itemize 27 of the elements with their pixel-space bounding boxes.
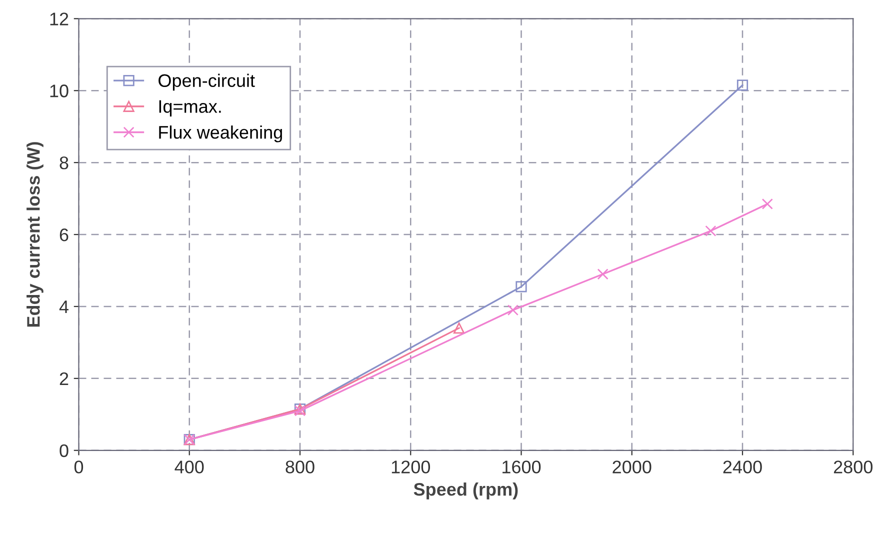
x-tick-label: 1600 bbox=[502, 460, 541, 474]
x-tick-label: 0 bbox=[74, 460, 84, 474]
y-tick-label: 4 bbox=[59, 300, 68, 314]
y-tick-label: 0 bbox=[60, 444, 68, 458]
point bbox=[597, 268, 608, 280]
legend-label: Open-circuit bbox=[158, 74, 255, 91]
point bbox=[705, 225, 716, 236]
x-tick-label: 2000 bbox=[612, 460, 652, 474]
legend-label: Flux weakening bbox=[159, 125, 282, 142]
point bbox=[762, 198, 773, 210]
point bbox=[736, 80, 748, 91]
point bbox=[453, 322, 465, 334]
y-tick-label: 10 bbox=[50, 84, 68, 98]
x-axis-title: Speed (rpm) bbox=[414, 482, 518, 500]
y-tick-label: 6 bbox=[60, 228, 68, 242]
y-tick-label: 8 bbox=[60, 156, 68, 170]
point bbox=[516, 281, 527, 292]
x-tick-label: 2400 bbox=[723, 460, 762, 474]
x-tick-label: 2800 bbox=[834, 460, 873, 474]
legend-label: Iq=max. bbox=[159, 100, 221, 116]
x-tick-label: 1200 bbox=[392, 460, 430, 474]
y-tick-label: 12 bbox=[50, 12, 68, 26]
point bbox=[507, 304, 519, 316]
y-axis-title: Eddy current loss (W) bbox=[26, 142, 44, 327]
x-tick-label: 800 bbox=[286, 460, 314, 474]
y-tick-label: 2 bbox=[60, 372, 68, 385]
x-tick-label: 400 bbox=[174, 460, 204, 474]
